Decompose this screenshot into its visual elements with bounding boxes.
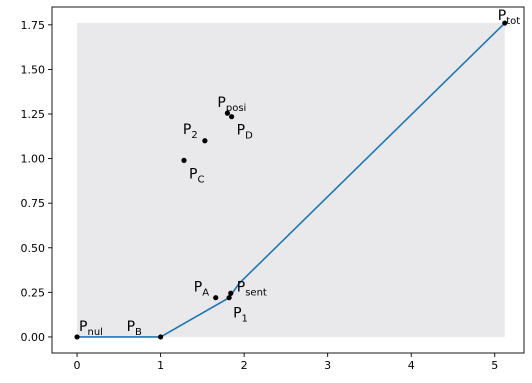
x-tick-label-0: 0: [74, 359, 81, 372]
y-tick-label-7: 1.75: [21, 19, 46, 32]
point-1: [226, 295, 232, 301]
point-C: [181, 157, 187, 163]
label-1-main: P: [233, 306, 241, 322]
label-nul: Pnul: [79, 319, 103, 338]
label-C-sub: C: [197, 174, 204, 185]
x-tick-label-2: 2: [241, 359, 248, 372]
point-B: [158, 334, 164, 340]
label-tot-main: P: [498, 8, 506, 24]
axes: 0 1 2 3 4 5 0.00 0.25 0.50 0.75 1.00 1.25 1.50 1.75: [21, 6, 525, 372]
point-sent: [228, 290, 234, 296]
y-tick-label-5: 1.25: [21, 108, 46, 121]
label-B-main: P: [127, 319, 135, 335]
label-C-main: P: [189, 166, 197, 182]
label-B: PB: [127, 319, 142, 338]
label-A-sub: A: [202, 288, 209, 299]
point-A: [213, 295, 219, 301]
label-posi-sub: posi: [226, 103, 246, 114]
label-tot-sub: tot: [506, 16, 520, 27]
x-tick-label-5: 5: [491, 359, 498, 372]
label-A: PA: [194, 280, 209, 299]
points-layer: [74, 20, 508, 340]
point-tot: [502, 20, 508, 26]
label-A-main: P: [194, 280, 202, 296]
y-tick-label-0: 0.00: [21, 331, 46, 344]
label-sent-main: P: [237, 279, 245, 295]
label-2: P2: [183, 122, 198, 141]
shaded-region-layer: [77, 23, 505, 337]
x-tick-label-4: 4: [408, 359, 415, 372]
point-2: [202, 138, 208, 144]
point-posi: [224, 110, 231, 116]
y-tick-label-4: 1.00: [21, 153, 46, 166]
label-sent: Psent: [237, 279, 267, 298]
point-D: [229, 114, 235, 120]
label-1: P1: [233, 306, 248, 325]
y-tick-label-2: 0.50: [21, 242, 46, 255]
label-sent-sub: sent: [245, 287, 267, 298]
label-D: PD: [237, 123, 253, 142]
label-B-sub: B: [135, 327, 142, 338]
label-nul-main: P: [79, 319, 87, 335]
label-D-sub: D: [245, 131, 253, 142]
x-tick-label-3: 3: [324, 359, 331, 372]
label-posi: Pposi: [217, 95, 246, 114]
y-tick-label-1: 0.25: [21, 286, 46, 299]
x-tick-label-1: 1: [157, 359, 164, 372]
label-1-sub: 1: [242, 314, 248, 325]
plot-frame: [51, 6, 525, 354]
label-tot: Ptot: [498, 8, 520, 27]
label-D-main: P: [237, 123, 245, 139]
point-nul: [74, 334, 80, 340]
y-tick-label-6: 1.50: [21, 63, 46, 76]
y-tick-label-3: 0.75: [21, 197, 46, 210]
label-nul-sub: nul: [88, 327, 103, 338]
shaded-region: [77, 23, 505, 337]
label-C: PC: [189, 166, 204, 185]
label-2-main: P: [183, 122, 191, 138]
label-2-sub: 2: [191, 130, 197, 141]
label-posi-main: P: [217, 95, 225, 111]
